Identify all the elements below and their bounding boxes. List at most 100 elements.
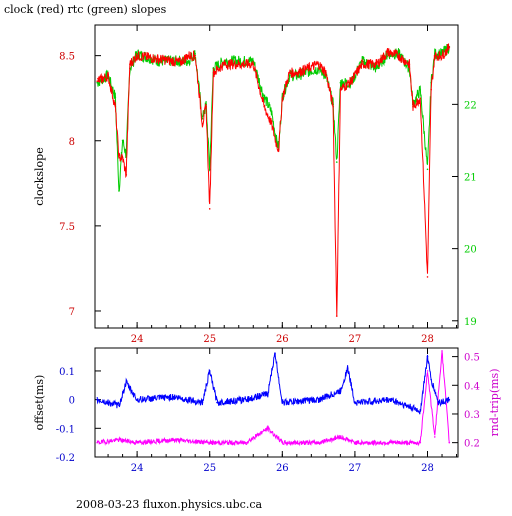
data-point — [441, 350, 443, 352]
data-point — [208, 208, 211, 210]
x-tick-label: 25 — [203, 463, 216, 474]
y-left-tick-label: -0.2 — [56, 453, 75, 464]
x-tick-label: 26 — [276, 334, 289, 345]
data-point — [412, 105, 414, 108]
data-point — [275, 143, 278, 145]
data-point — [216, 401, 218, 404]
data-point — [114, 105, 117, 108]
data-point — [194, 53, 196, 55]
chart-title: clock (red) rtc (green) slopes — [4, 3, 167, 16]
data-point — [252, 63, 255, 65]
x-tick-label: 28 — [421, 463, 434, 474]
data-point — [281, 401, 284, 404]
y-axis-label-right: rnd-trip(ms) — [488, 369, 501, 437]
data-point — [263, 105, 265, 108]
y-axis-label-left: clockslope — [33, 147, 46, 205]
data-point — [172, 395, 175, 398]
y-right-tick-label: 0.3 — [464, 410, 480, 421]
data-point — [419, 410, 422, 412]
x-tick-label: 26 — [276, 463, 289, 474]
data-point — [277, 148, 280, 151]
data-point — [361, 63, 363, 65]
x-tick-label: 24 — [131, 463, 144, 474]
data-point — [426, 168, 429, 171]
y-left-tick-label: 0 — [69, 396, 75, 407]
data-point — [118, 190, 120, 192]
data-point — [136, 398, 138, 401]
data-point — [245, 398, 247, 401]
y-right-tick-label: 22 — [464, 100, 477, 111]
data-point — [212, 71, 215, 74]
data-point — [96, 81, 98, 84]
data-point — [274, 352, 276, 355]
x-tick-label: 25 — [203, 334, 216, 345]
data-point — [448, 441, 451, 444]
data-point — [397, 54, 400, 57]
y-right-tick-label: 0.5 — [464, 353, 480, 364]
data-point — [270, 110, 273, 113]
series-line-1-0 — [96, 352, 450, 415]
data-point — [317, 441, 320, 444]
data-point — [419, 89, 422, 91]
data-point — [325, 71, 327, 74]
data-point — [125, 381, 128, 384]
data-point — [121, 139, 124, 142]
x-tick-label: 27 — [349, 334, 362, 345]
data-point — [335, 315, 338, 317]
data-point — [426, 276, 429, 278]
data-point — [187, 60, 189, 62]
data-point — [339, 390, 342, 392]
data-point — [375, 63, 378, 65]
series-line-0-1 — [96, 43, 450, 192]
plot-frame-1 — [94, 347, 459, 458]
data-point — [317, 63, 320, 65]
data-point — [339, 436, 342, 438]
data-point — [96, 441, 98, 444]
data-point — [208, 168, 211, 171]
data-point — [96, 398, 98, 401]
data-point — [205, 105, 207, 108]
data-point — [263, 96, 265, 98]
data-point — [419, 97, 422, 99]
data-point — [96, 80, 98, 82]
x-tick-label: 24 — [131, 334, 144, 345]
footer-text: 2008-03-23 fluxon.physics.ubc.ca — [76, 498, 262, 511]
data-point — [430, 378, 432, 381]
data-point — [266, 393, 269, 395]
data-point — [426, 370, 429, 372]
data-point — [158, 58, 160, 60]
y-right-tick-label: 21 — [464, 173, 477, 184]
data-point — [354, 441, 356, 444]
data-point — [441, 54, 443, 57]
data-point — [317, 398, 320, 401]
data-point — [433, 436, 436, 438]
data-point — [350, 80, 353, 82]
data-point — [129, 63, 131, 65]
data-point — [194, 54, 196, 57]
y-left-tick-label: 7 — [69, 307, 75, 318]
data-point — [296, 71, 298, 74]
y-right-tick-label: 19 — [464, 317, 477, 328]
y-right-tick-label: 0.4 — [464, 381, 480, 392]
data-point — [281, 441, 284, 444]
data-point — [107, 75, 109, 77]
y-left-tick-label: 8 — [69, 137, 75, 148]
data-point — [172, 438, 175, 441]
data-point — [201, 122, 204, 125]
series-line-1-1 — [96, 351, 450, 447]
y-left-tick-label: 8.5 — [59, 52, 75, 63]
data-point — [281, 97, 284, 99]
data-point — [136, 54, 138, 57]
data-point — [114, 96, 117, 98]
data-point — [266, 427, 269, 430]
data-point — [121, 156, 124, 159]
data-point — [332, 105, 334, 108]
y-right-tick-label: 20 — [464, 245, 477, 256]
data-point — [245, 441, 247, 444]
data-point — [335, 161, 338, 163]
data-point — [208, 370, 211, 372]
data-point — [354, 401, 356, 404]
data-point — [408, 63, 411, 65]
